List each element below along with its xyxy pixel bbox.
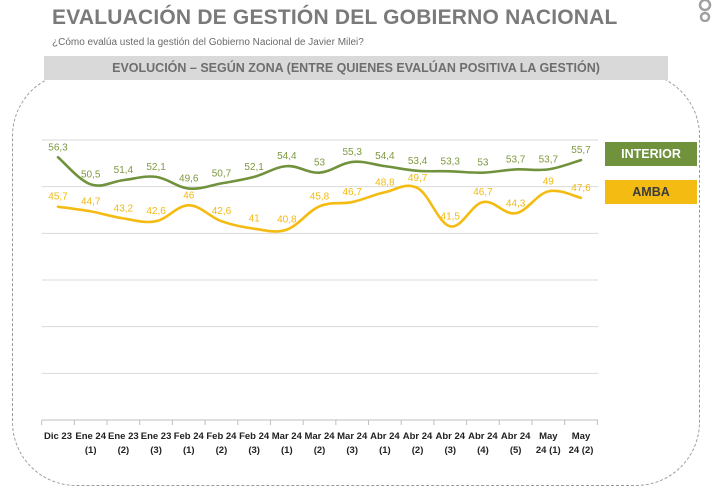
data-label-interior: 55,3 — [342, 147, 362, 158]
x-tick-label-line2: (3) — [248, 445, 260, 456]
x-tick-label: Feb 24 — [174, 431, 205, 442]
x-tick-label: Abr 24 — [403, 431, 433, 442]
x-tick-label-line2: (1) — [281, 445, 293, 456]
x-tick-label: Feb 24 — [206, 431, 237, 442]
series-line-amba — [56, 184, 583, 233]
x-tick-label-line2: (2) — [216, 445, 228, 456]
data-label-interior: 56,3 — [48, 142, 68, 153]
data-label-interior: 52,1 — [146, 162, 166, 173]
data-label-amba: 48,8 — [375, 177, 395, 188]
data-label-interior: 55,7 — [571, 145, 591, 156]
data-label-interior: 49,6 — [179, 174, 199, 185]
x-tick-label-line2: (3) — [150, 445, 162, 456]
x-tick-label: Mar 24 — [272, 431, 303, 442]
data-label-amba: 44,7 — [81, 196, 101, 207]
legend-interior: INTERIOR — [605, 142, 697, 166]
data-label-amba: 49,7 — [408, 173, 428, 184]
page-subtitle: ¿Cómo evalúa usted la gestión del Gobier… — [52, 37, 364, 48]
data-label-interior: 53 — [477, 158, 489, 169]
data-label-interior: 53 — [314, 158, 326, 169]
data-label-amba: 42,6 — [146, 206, 166, 217]
x-tick-label: Mar 24 — [304, 431, 335, 442]
page-title: EVALUACIÓN DE GESTIÓN DEL GOBIERNO NACIO… — [52, 6, 618, 29]
x-tick-label: Abr 24 — [468, 431, 498, 442]
x-tick-label-line2: (4) — [477, 445, 489, 456]
data-label-amba: 47,6 — [571, 183, 591, 194]
data-label-amba: 45,8 — [310, 191, 330, 202]
data-label-amba: 43,2 — [114, 203, 134, 214]
data-label-amba: 40,8 — [277, 215, 297, 226]
x-tick-label: May — [539, 431, 558, 442]
x-tick-label-line2: (5) — [510, 445, 522, 456]
data-label-interior: 52,1 — [244, 162, 264, 173]
data-label-interior: 53,4 — [408, 156, 428, 167]
x-tick-label-line2: (3) — [346, 445, 358, 456]
data-label-amba: 46,7 — [473, 187, 493, 198]
data-label-amba: 45,7 — [48, 192, 68, 203]
x-tick-label-line2: (1) — [183, 445, 195, 456]
data-label-interior: 53,3 — [441, 156, 461, 167]
data-label-interior: 54,4 — [277, 151, 297, 162]
x-tick-label: Feb 24 — [239, 431, 270, 442]
x-tick-label: May — [572, 431, 591, 442]
data-label-amba: 46 — [183, 190, 195, 201]
data-label-amba: 42,6 — [212, 206, 232, 217]
x-tick-label: Abr 24 — [370, 431, 400, 442]
x-tick-label-line2: (2) — [314, 445, 326, 456]
x-tick-label-line2: 24 (2) — [569, 445, 594, 456]
x-tick-label: Dic 23 — [44, 431, 72, 442]
x-tick-label-line2: (2) — [412, 445, 424, 456]
x-tick-label: Ene 24 — [75, 431, 106, 442]
x-tick-label-line2: (1) — [85, 445, 97, 456]
data-label-interior: 50,7 — [212, 168, 232, 179]
data-label-interior: 50,5 — [81, 169, 101, 180]
x-tick-label-line2: (3) — [444, 445, 456, 456]
data-label-amba: 44,3 — [506, 198, 526, 209]
data-label-amba: 49 — [543, 176, 555, 187]
data-label-interior: 53,7 — [539, 154, 559, 165]
x-tick-label: Abr 24 — [435, 431, 465, 442]
x-tick-label: Mar 24 — [337, 431, 368, 442]
x-tick-label: Ene 23 — [108, 431, 139, 442]
chart-title-band: EVOLUCIÓN – SEGÚN ZONA (ENTRE QUIENES EV… — [44, 56, 668, 80]
x-tick-label: Ene 23 — [141, 431, 172, 442]
data-label-interior: 53,7 — [506, 154, 526, 165]
legend-amba: AMBA — [605, 180, 697, 204]
data-label-interior: 54,4 — [375, 151, 395, 162]
series-line-interior — [56, 155, 583, 191]
x-tick-label-line2: 24 (1) — [536, 445, 561, 456]
x-tick-label: Abr 24 — [501, 431, 531, 442]
data-label-interior: 51,4 — [114, 165, 134, 176]
data-label-amba: 41,5 — [441, 211, 461, 222]
data-label-amba: 46,7 — [342, 187, 362, 198]
x-tick-label-line2: (1) — [379, 445, 391, 456]
data-label-amba: 41 — [249, 214, 261, 225]
brand-logo-icon — [693, 0, 713, 23]
x-tick-label-line2: (2) — [118, 445, 130, 456]
